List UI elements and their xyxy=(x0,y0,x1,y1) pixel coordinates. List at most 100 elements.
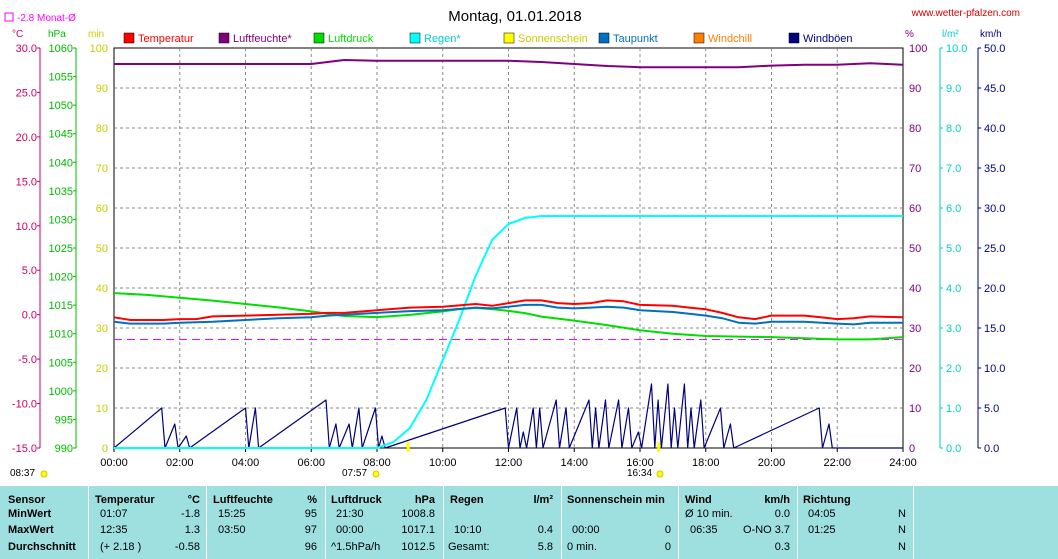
chart-title: Montag, 01.01.2018 xyxy=(448,8,581,25)
dir-time: 01:25 xyxy=(808,524,836,536)
stats-separator xyxy=(443,486,444,559)
x-tick-label: 00:00 xyxy=(100,457,128,469)
hum-value: 96 xyxy=(304,541,317,553)
pressure-axis-tick-label: 1040 xyxy=(49,157,73,169)
wind-axis-tick-label: 45.0 xyxy=(984,83,1005,95)
pressure-axis-tick-label: 1060 xyxy=(49,43,73,55)
rain-axis-tick-label: 2.0 xyxy=(946,363,961,375)
header-wind-unit: km/h xyxy=(764,494,790,506)
x-tick-label: 08:00 xyxy=(363,457,391,469)
header-sensor: Sensor xyxy=(8,494,46,506)
header-humidity: Luftfeuchte xyxy=(213,494,273,506)
legend-label: Taupunkt xyxy=(613,33,658,45)
stats-separator xyxy=(913,486,914,559)
series-line-regen xyxy=(114,215,903,449)
legend-swatch xyxy=(123,32,135,44)
temp-axis-tick-label: 20.0 xyxy=(16,132,37,144)
legend-label: Luftfeuchte* xyxy=(233,33,292,45)
x-tick-label: 22:00 xyxy=(823,457,851,469)
stats-separator xyxy=(678,486,679,559)
legend-swatch xyxy=(693,32,705,44)
legend-swatch xyxy=(598,32,610,44)
monthly-avg-marker xyxy=(4,12,14,22)
pres-value: 1008.8 xyxy=(401,508,435,520)
minutes-axis-tick-label: 80 xyxy=(96,123,108,135)
pressure-axis-tick-label: 1025 xyxy=(49,243,73,255)
pres-time: 00:00 xyxy=(336,524,364,536)
stats-table: Sensor Temperatur °C Luftfeuchte % Luftd… xyxy=(0,486,1058,559)
header-rain: Regen xyxy=(450,494,484,506)
series-line-luftdruck xyxy=(113,292,904,341)
noon-time: 07:57 xyxy=(342,468,367,479)
temp-axis-tick-label: 5.0 xyxy=(22,265,37,277)
rain-axis-tick-label: 8.0 xyxy=(946,123,961,135)
temp-axis-tick-label: 30.0 xyxy=(16,43,37,55)
sunset-icon xyxy=(656,470,664,478)
percent-axis-tick-label: 20 xyxy=(909,363,921,375)
minutes-axis-tick-label: 60 xyxy=(96,203,108,215)
series-line-luftfeuchte xyxy=(114,59,904,69)
wind-axis-tick-label: 40.0 xyxy=(984,123,1005,135)
rain-axis-tick-label: 0.0 xyxy=(946,443,961,455)
legend-swatch xyxy=(409,32,421,44)
dir-time: 04:05 xyxy=(808,508,836,520)
sunrise-time: 08:37 xyxy=(10,468,35,479)
header-wind: Wind xyxy=(685,494,712,506)
stats-separator xyxy=(797,486,798,559)
sunrise-icon xyxy=(40,470,48,478)
row-label: Durchschnitt xyxy=(8,541,76,553)
percent-axis-tick-label: 30 xyxy=(909,323,921,335)
series-line-windb-en xyxy=(113,383,903,449)
legend-label: Sonnenschein xyxy=(518,33,588,45)
header-pressure: Luftdruck xyxy=(331,494,382,506)
percent-axis-tick-label: 100 xyxy=(909,43,927,55)
chart-legend: Temperatur Luftfeuchte* Luftdruck Regen* Son… xyxy=(123,32,853,45)
unit-minutes: min xyxy=(88,29,104,40)
rain-axis-tick-label: 3.0 xyxy=(946,323,961,335)
legend-label: Regen* xyxy=(424,33,461,45)
rain-axis-tick-label: 6.0 xyxy=(946,203,961,215)
x-tick-label: 06:00 xyxy=(297,457,325,469)
legend-swatch xyxy=(788,32,800,44)
minutes-axis-tick-label: 30 xyxy=(96,323,108,335)
wind-value: 0.3 xyxy=(774,541,790,553)
legend-swatch xyxy=(313,32,325,44)
wind-axis-tick-label: 25.0 xyxy=(984,243,1005,255)
percent-axis-tick-label: 80 xyxy=(909,123,921,135)
minutes-axis-tick-label: 20 xyxy=(96,363,108,375)
rain-axis-tick-label: 1.0 xyxy=(946,403,961,415)
rain-time: Gesamt: xyxy=(448,541,490,553)
wind-value: 3.7 xyxy=(774,524,790,536)
stats-separator xyxy=(561,486,562,559)
wind-value: 0.0 xyxy=(774,508,790,520)
pressure-axis-tick-label: 995 xyxy=(55,414,73,426)
pres-value: 1012.5 xyxy=(401,541,435,553)
x-tick-label: 24:00 xyxy=(889,457,917,469)
stats-separator xyxy=(325,486,326,559)
noon-icon xyxy=(372,470,380,478)
wind-axis-tick-label: 50.0 xyxy=(984,43,1005,55)
rain-axis-tick-label: 4.0 xyxy=(946,283,961,295)
rain-axis-tick-label: 10.0 xyxy=(946,43,967,55)
pressure-axis-tick-label: 1020 xyxy=(49,272,73,284)
rain-value: 0.4 xyxy=(537,524,553,536)
wind-axis-tick-label: 5.0 xyxy=(984,403,999,415)
x-tick-label: 02:00 xyxy=(166,457,194,469)
minutes-axis-tick-label: 10 xyxy=(96,403,108,415)
minutes-axis-tick-label: 90 xyxy=(96,83,108,95)
temp-axis-tick-label: -10.0 xyxy=(12,399,37,411)
site-link[interactable]: www.wetter-pfalzen.com xyxy=(911,8,1020,19)
temp-axis-tick-label: -15.0 xyxy=(12,443,37,455)
percent-axis-tick-label: 70 xyxy=(909,163,921,175)
pres-value: 1017.1 xyxy=(401,524,435,536)
percent-axis-tick-label: 0 xyxy=(909,443,915,455)
hum-value: 97 xyxy=(304,524,317,536)
row-label: MinWert xyxy=(8,508,52,520)
pressure-axis-tick-label: 1010 xyxy=(49,329,73,341)
unit-pressure: hPa xyxy=(48,29,66,40)
pressure-axis-tick-label: 1050 xyxy=(49,100,73,112)
header-direction: Richtung xyxy=(803,494,851,506)
stats-separator xyxy=(88,486,89,559)
sun-value: 0 xyxy=(664,541,671,553)
chart-axes: 00:00 02:00 04:00 06:00 08:00 10:00 12:00 14:00… xyxy=(12,43,1006,469)
